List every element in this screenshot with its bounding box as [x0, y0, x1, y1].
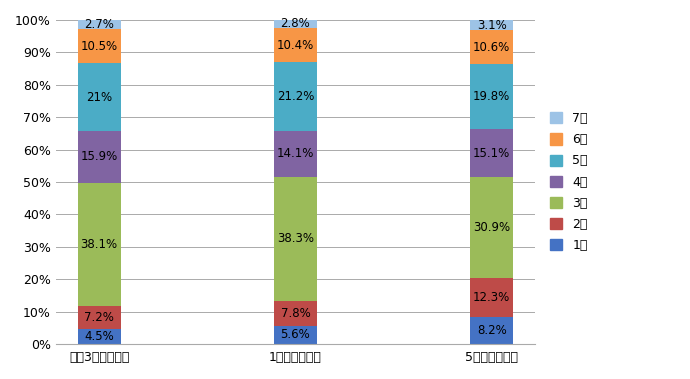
Bar [274, 28, 317, 62]
Text: 10.6%: 10.6% [473, 41, 511, 54]
Legend: 7級, 6級, 5級, 4級, 3級, 2級, 1級: 7級, 6級, 5級, 4級, 3級, 2級, 1級 [546, 108, 591, 256]
Text: 3.1%: 3.1% [477, 19, 506, 31]
Text: 12.3%: 12.3% [473, 291, 511, 304]
Bar [470, 20, 513, 30]
Text: 2.8%: 2.8% [281, 17, 310, 30]
Text: 19.8%: 19.8% [473, 90, 511, 103]
Bar [470, 30, 513, 64]
Bar [470, 318, 513, 344]
Bar [77, 63, 121, 131]
Bar [274, 177, 317, 301]
Bar [77, 29, 121, 63]
Bar [77, 20, 121, 29]
Bar [274, 301, 317, 326]
Bar [470, 128, 513, 177]
Text: 38.3%: 38.3% [277, 232, 314, 245]
Bar [274, 131, 317, 177]
Bar [274, 19, 317, 28]
Text: 30.9%: 30.9% [473, 221, 511, 234]
Bar [274, 62, 317, 131]
Text: 15.1%: 15.1% [473, 147, 511, 160]
Text: 5.6%: 5.6% [281, 329, 310, 341]
Bar [77, 329, 121, 344]
Bar [274, 326, 317, 344]
Text: 4.5%: 4.5% [84, 330, 114, 343]
Bar [77, 131, 121, 183]
Bar [470, 64, 513, 128]
Text: 21.2%: 21.2% [277, 90, 314, 103]
Text: 21%: 21% [86, 91, 112, 103]
Bar [470, 177, 513, 278]
Text: 2.7%: 2.7% [84, 18, 114, 31]
Text: 8.2%: 8.2% [477, 324, 506, 337]
Text: 14.1%: 14.1% [277, 147, 314, 160]
Bar [470, 278, 513, 318]
Text: 10.4%: 10.4% [277, 39, 314, 52]
Bar [77, 306, 121, 329]
Text: 7.2%: 7.2% [84, 311, 114, 324]
Text: 15.9%: 15.9% [81, 150, 118, 163]
Text: 10.5%: 10.5% [81, 39, 118, 53]
Text: 38.1%: 38.1% [81, 238, 118, 251]
Text: 7.8%: 7.8% [281, 307, 310, 320]
Bar [77, 183, 121, 306]
